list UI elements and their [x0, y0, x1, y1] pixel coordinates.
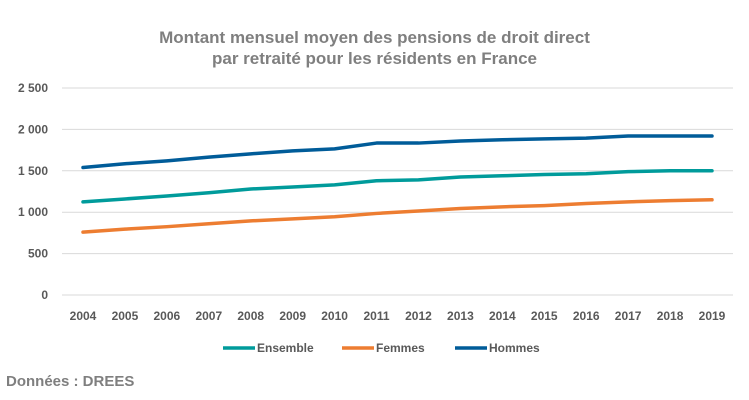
legend-label-ensemble: Ensemble: [257, 341, 314, 355]
series-line-femmes: [81, 198, 714, 234]
x-tick-label: 2004: [70, 309, 97, 323]
source-note: Données : DREES: [6, 373, 135, 390]
x-tick-label: 2019: [699, 309, 726, 323]
x-tick-label: 2016: [573, 309, 600, 323]
y-tick-label: 1 000: [18, 205, 48, 219]
x-tick-label: 2014: [489, 309, 516, 323]
x-tick-label: 2007: [195, 309, 222, 323]
y-tick-label: 500: [28, 247, 48, 261]
series-line-ensemble: [81, 169, 714, 204]
chart-title-line1: Montant mensuel moyen des pensions de dr…: [159, 28, 590, 47]
x-tick-label: 2006: [154, 309, 181, 323]
x-tick-label: 2009: [279, 309, 306, 323]
legend-label-hommes: Hommes: [489, 341, 540, 355]
y-tick-label: 0: [41, 288, 48, 302]
x-tick-label: 2005: [112, 309, 139, 323]
y-tick-label: 2 500: [18, 81, 48, 95]
x-tick-label: 2015: [531, 309, 558, 323]
x-tick-label: 2010: [321, 309, 348, 323]
chart-title-line2: par retraité pour les résidents en Franc…: [211, 49, 537, 68]
x-tick-label: 2018: [657, 309, 684, 323]
x-tick-label: 2017: [615, 309, 642, 323]
x-tick-label: 2011: [364, 309, 390, 323]
series-line-hommes: [81, 134, 714, 170]
y-tick-label: 2 000: [18, 122, 48, 136]
x-tick-label: 2008: [237, 309, 264, 323]
y-tick-label: 1 500: [18, 164, 48, 178]
x-tick-label: 2012: [405, 309, 432, 323]
x-tick-label: 2013: [447, 309, 474, 323]
legend-label-femmes: Femmes: [376, 341, 425, 355]
